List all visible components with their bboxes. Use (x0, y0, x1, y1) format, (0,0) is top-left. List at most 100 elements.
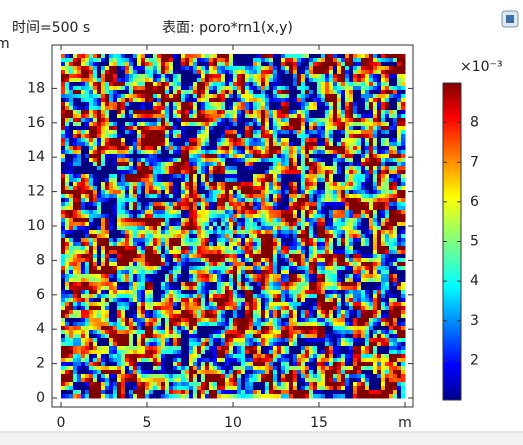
field-cell (81, 230, 86, 235)
field-cell (85, 282, 90, 287)
field-cell (209, 78, 214, 83)
field-cell (281, 354, 286, 359)
field-cell (273, 110, 278, 115)
field-cell (165, 102, 170, 107)
field-cell (197, 386, 202, 391)
field-cell (85, 214, 90, 219)
field-cell (173, 202, 178, 207)
field-cell (165, 370, 170, 375)
field-cell (81, 310, 86, 315)
field-cell (225, 218, 230, 223)
field-cell (77, 114, 82, 119)
field-cell (229, 218, 234, 223)
field-cell (185, 334, 190, 339)
field-cell (265, 358, 270, 363)
field-cell (213, 130, 218, 135)
field-cell (133, 262, 138, 267)
field-cell (85, 230, 90, 235)
field-cell (161, 314, 166, 319)
field-cell (149, 122, 154, 127)
field-cell (125, 150, 130, 155)
field-cell (149, 94, 154, 99)
field-cell (105, 254, 110, 259)
field-cell (173, 362, 178, 367)
field-cell (225, 286, 230, 291)
field-cell (273, 258, 278, 263)
field-cell (285, 186, 290, 191)
field-cell (121, 370, 126, 375)
field-cell (273, 198, 278, 203)
field-cell (197, 302, 202, 307)
field-cell (285, 258, 290, 263)
field-cell (273, 298, 278, 303)
field-cell (149, 90, 154, 95)
field-cell (209, 366, 214, 371)
field-cell (117, 290, 122, 295)
field-cell (93, 194, 98, 199)
field-cell (285, 274, 290, 279)
field-cell (113, 118, 118, 123)
field-cell (129, 86, 134, 91)
field-cell (73, 378, 78, 383)
field-cell (245, 374, 250, 379)
field-cell (149, 194, 154, 199)
field-cell (185, 298, 190, 303)
field-cell (61, 78, 66, 83)
field-cell (273, 190, 278, 195)
field-cell (101, 282, 106, 287)
field-cell (229, 262, 234, 267)
field-cell (173, 338, 178, 343)
field-cell (149, 274, 154, 279)
field-cell (181, 206, 186, 211)
field-cell (281, 274, 286, 279)
field-cell (181, 386, 186, 391)
field-cell (141, 118, 146, 123)
field-cell (281, 318, 286, 323)
field-cell (113, 326, 118, 331)
field-cell (169, 386, 174, 391)
field-cell (141, 214, 146, 219)
field-cell (65, 342, 70, 347)
field-cell (105, 178, 110, 183)
field-cell (197, 370, 202, 375)
field-cell (85, 250, 90, 255)
field-cell (69, 82, 74, 87)
field-cell (289, 130, 294, 135)
field-cell (153, 74, 158, 79)
field-cell (85, 206, 90, 211)
field-cell (257, 358, 262, 363)
field-cell (97, 342, 102, 347)
field-cell (65, 134, 70, 139)
field-cell (77, 194, 82, 199)
field-cell (61, 254, 66, 259)
field-cell (73, 142, 78, 147)
field-cell (97, 134, 102, 139)
field-cell (153, 246, 158, 251)
field-cell (133, 250, 138, 255)
field-cell (69, 202, 74, 207)
field-cell (141, 82, 146, 87)
field-cell (129, 282, 134, 287)
field-cell (293, 54, 298, 59)
field-cell (245, 290, 250, 295)
field-cell (253, 122, 258, 127)
field-cell (249, 190, 254, 195)
field-cell (89, 62, 94, 67)
field-cell (273, 354, 278, 359)
field-cell (109, 118, 114, 123)
field-cell (193, 386, 198, 391)
field-cell (125, 270, 130, 275)
field-cell (205, 178, 210, 183)
field-cell (177, 214, 182, 219)
toolbar-icon[interactable] (501, 10, 519, 28)
field-cell (129, 214, 134, 219)
field-cell (85, 262, 90, 267)
field-cell (253, 350, 258, 355)
field-cell (261, 374, 266, 379)
field-cell (281, 270, 286, 275)
field-cell (193, 278, 198, 283)
field-cell (81, 350, 86, 355)
field-cell (73, 194, 78, 199)
field-cell (117, 86, 122, 91)
field-cell (277, 302, 282, 307)
